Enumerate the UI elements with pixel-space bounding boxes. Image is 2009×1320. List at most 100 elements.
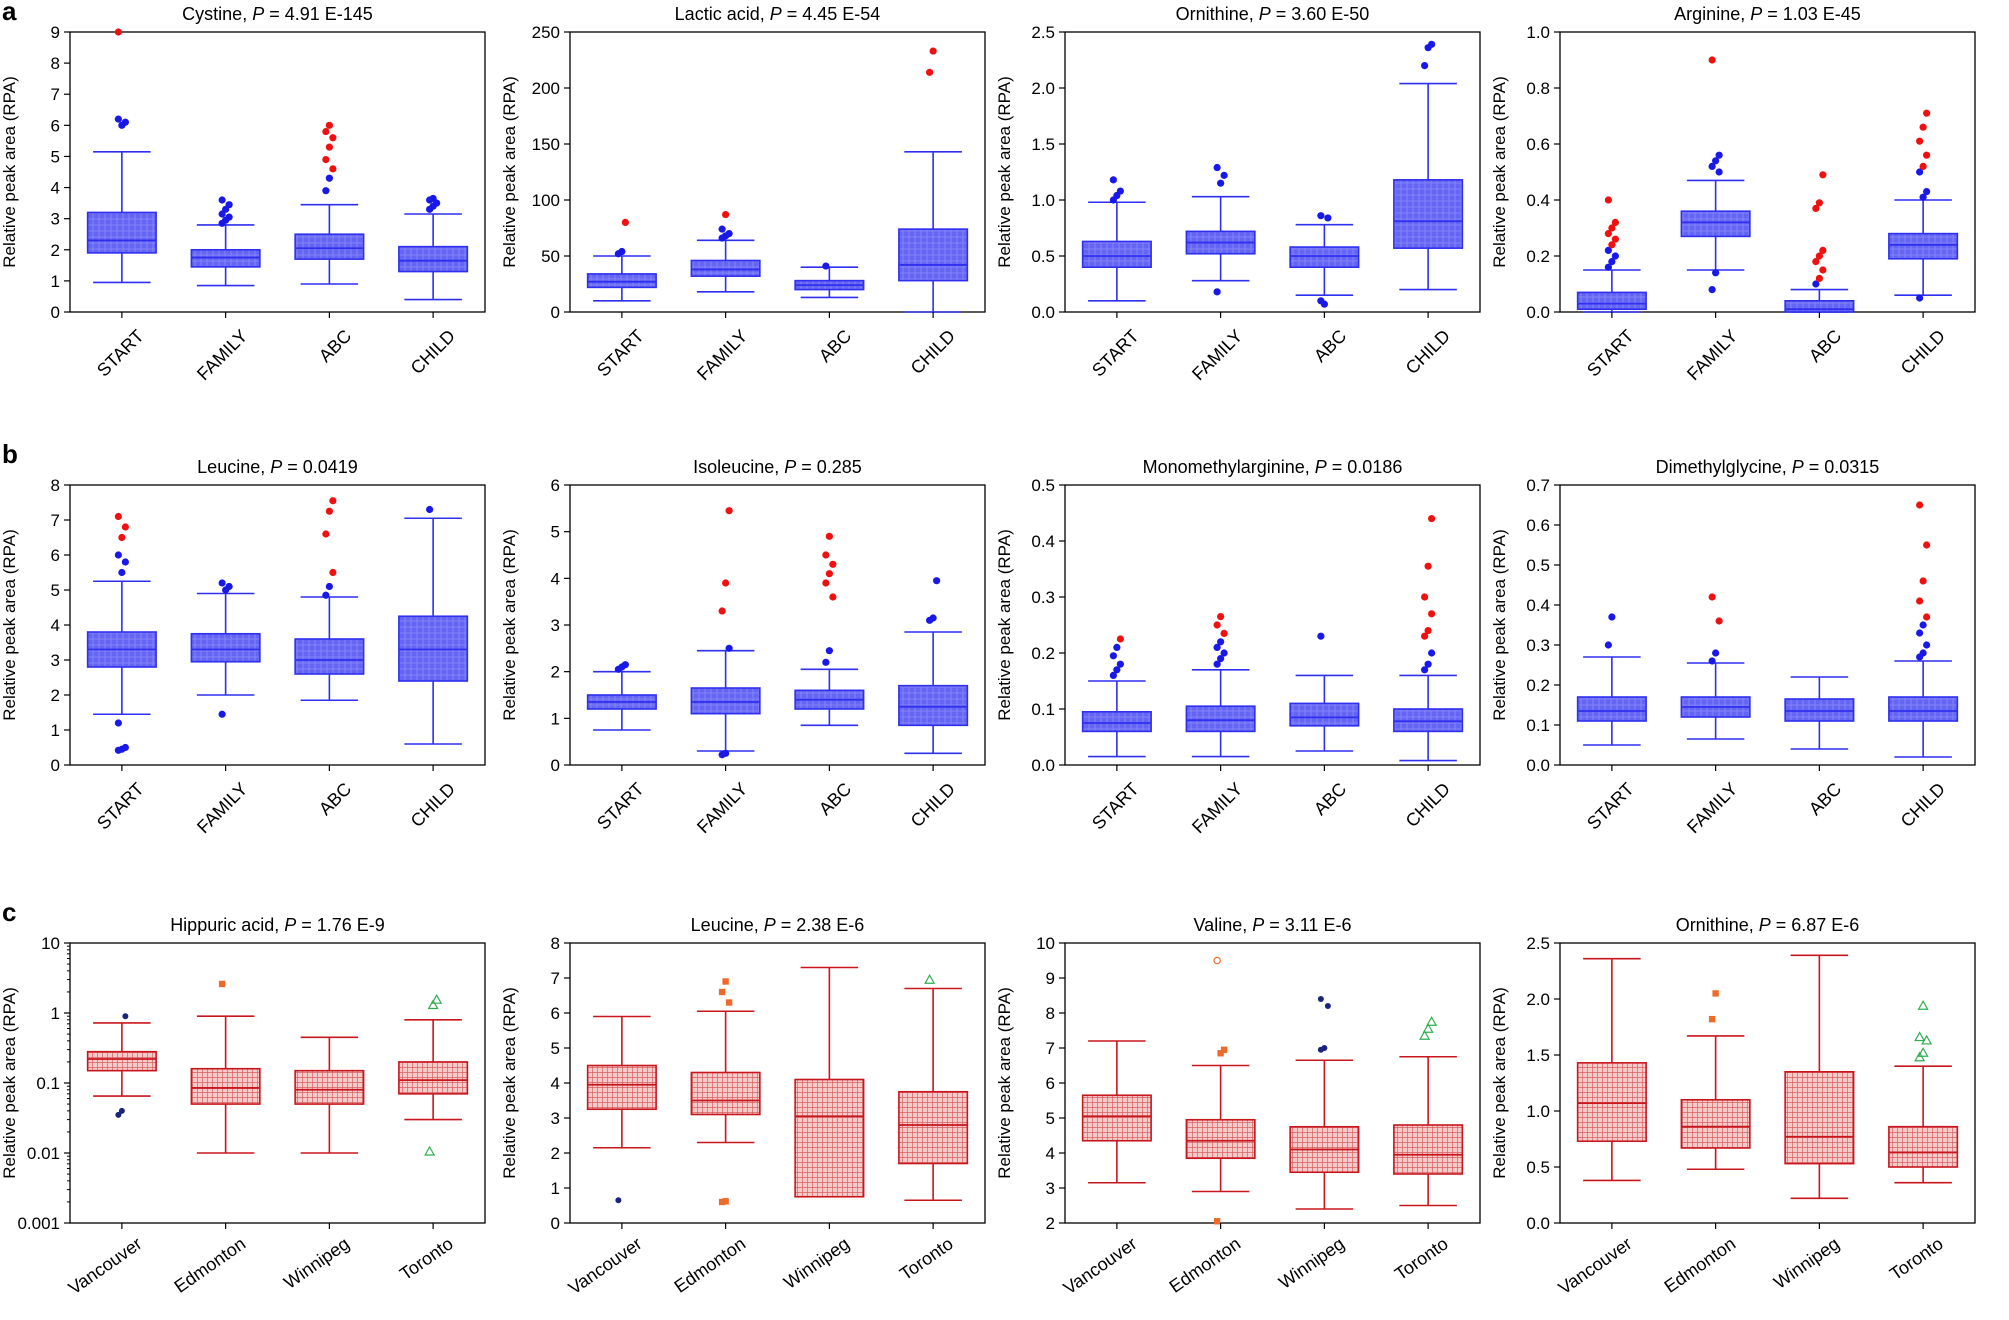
chart-title: Ornithine, P = 3.60 E-50 [1176, 4, 1370, 24]
box-iqr [1393, 708, 1464, 733]
y-tick-label: 5 [51, 581, 60, 600]
y-tick-label: 1 [551, 1179, 560, 1198]
chart-title-p: P [784, 457, 796, 477]
outlier-point [1919, 649, 1927, 657]
outlier-point [1712, 990, 1719, 997]
chart-title-pvalue: = 0.285 [796, 457, 862, 477]
box-start [586, 218, 657, 302]
outlier-point [725, 644, 733, 652]
outlier-point [1923, 613, 1931, 621]
outlier-point [427, 999, 439, 1010]
y-tick-label: 4 [551, 1074, 560, 1093]
outlier-point [325, 507, 333, 515]
y-tick-label: 2 [51, 686, 60, 705]
y-tick-label: 0.1 [36, 1074, 60, 1093]
box-iqr [190, 632, 261, 663]
outlier-point [1220, 649, 1228, 657]
y-tick-label: 6 [51, 116, 60, 135]
box-iqr [1576, 291, 1647, 310]
y-tick-label: 2 [551, 1144, 560, 1163]
outlier-point [1421, 62, 1429, 70]
outlier-point [718, 988, 726, 996]
outlier-point [114, 719, 122, 727]
outlier-point [1428, 40, 1436, 48]
outlier-point [1712, 269, 1720, 277]
y-tick-label: 3 [51, 651, 60, 670]
outlier-point [822, 551, 830, 559]
y-tick-label: 10 [1036, 934, 1055, 953]
outlier-point [1421, 593, 1429, 601]
y-tick-label: 4 [551, 569, 560, 588]
outlier-point [1220, 629, 1228, 638]
outlier-point [1213, 163, 1221, 172]
box-iqr [1888, 696, 1959, 722]
outlier-point [1923, 109, 1931, 117]
outlier-point [1819, 266, 1827, 274]
outlier-point [225, 582, 233, 591]
chart-title: Leucine, P = 2.38 E-6 [691, 915, 865, 935]
y-tick-label: 1 [551, 709, 560, 728]
outlier-point [118, 568, 126, 577]
box-family [690, 507, 761, 759]
outlier-point [1421, 666, 1429, 674]
outlier-point [1611, 252, 1619, 260]
y-tick-label: 2.0 [1526, 990, 1550, 1009]
chart-title-name: Ornithine, [1676, 915, 1759, 935]
outlier-point [1113, 643, 1121, 652]
y-tick-label: 2.5 [1526, 934, 1550, 953]
box-start [86, 28, 157, 284]
outlier-point [218, 710, 226, 718]
x-tick-label: CHILD [407, 779, 459, 831]
outlier-point [1608, 241, 1616, 249]
chart-title-pvalue: = 4.91 E-145 [264, 4, 373, 24]
x-tick-label: START [593, 779, 648, 834]
outlier-point [1712, 157, 1720, 165]
outlier-point [725, 999, 733, 1006]
outlier-point [1424, 627, 1432, 635]
box-iqr [898, 228, 969, 282]
x-tick-label: CHILD [907, 326, 959, 378]
outlier-point [121, 523, 129, 531]
box-iqr [294, 233, 365, 260]
outlier-point [1812, 280, 1820, 288]
y-tick-label: 50 [541, 247, 560, 266]
chart-11: Valine, P = 3.11 E-6 2 3 4 5 6 7 8 9 10 Relative p… [995, 915, 1481, 1298]
outlier-point [924, 974, 936, 984]
outlier-point [1321, 1045, 1328, 1051]
box-iqr [1576, 1062, 1647, 1143]
outlier-point [825, 647, 833, 655]
box-family [1185, 613, 1256, 758]
outlier-point [1317, 996, 1324, 1002]
panel-label-c: c [2, 897, 16, 927]
outlier-point [1428, 610, 1436, 618]
outlier-point [1116, 635, 1124, 643]
outlier-point [218, 196, 226, 204]
y-axis-label: Relative peak area (RPA) [0, 987, 19, 1179]
outlier-point [1116, 187, 1124, 195]
outlier-point [322, 127, 330, 136]
outlier-point [1819, 171, 1827, 179]
x-tick-label: FAMILY [1683, 326, 1741, 384]
x-tick-label: ABC [815, 779, 855, 819]
x-tick-label: ABC [1310, 779, 1350, 819]
chart-title-p: P [1792, 457, 1804, 477]
box-iqr [1680, 210, 1751, 238]
plot-frame [569, 31, 986, 313]
y-tick-label: 2 [1046, 1214, 1055, 1233]
y-tick-label: 6 [1046, 1074, 1055, 1093]
outlier-point [114, 551, 122, 559]
outlier-point [621, 218, 629, 226]
outlier-point [1914, 1031, 1926, 1042]
outlier-point [1604, 196, 1612, 204]
chart-title-p: P [270, 457, 282, 477]
box-start [1081, 176, 1152, 302]
chart-title-p: P [284, 915, 296, 935]
plot-frame [1559, 484, 1976, 766]
outlier-point [1916, 629, 1924, 637]
y-tick-label: 0.4 [1526, 191, 1550, 210]
chart-title: Lactic acid, P = 4.45 E-54 [675, 4, 881, 24]
x-tick-label: Toronto [1886, 1233, 1947, 1284]
y-tick-label: 3 [551, 616, 560, 635]
outlier-point [329, 165, 337, 173]
chart-title-p: P [1750, 4, 1762, 24]
